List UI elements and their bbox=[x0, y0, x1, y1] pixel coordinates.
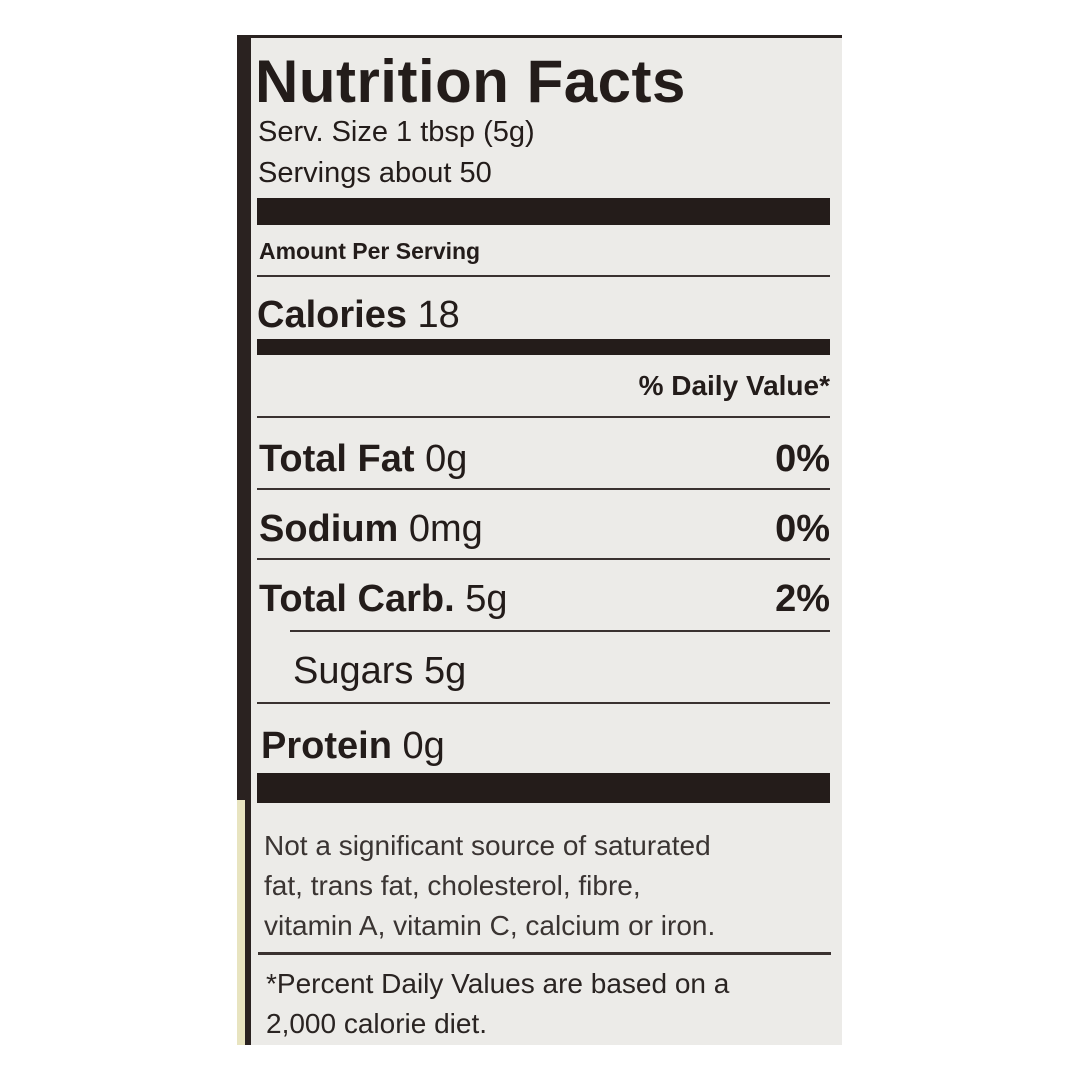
footnote-line: vitamin A, vitamin C, calcium or iron. bbox=[264, 910, 716, 941]
nutrient-name: Sugars bbox=[293, 650, 414, 692]
nutrient-amount: 0g bbox=[425, 438, 468, 480]
serving-size: Serv. Size 1 tbsp (5g) bbox=[258, 116, 535, 148]
nutrient-row-protein: Protein 0g bbox=[261, 727, 445, 765]
dv-note-line: 2,000 calorie diet. bbox=[266, 1008, 488, 1039]
nutrient-dv: 0% bbox=[775, 508, 830, 550]
nutrient-name: Total Carb. bbox=[259, 578, 455, 620]
nutrient-name: Protein bbox=[261, 725, 392, 767]
divider bbox=[257, 702, 830, 704]
divider bbox=[257, 488, 830, 490]
nutrient-name: Total Fat bbox=[259, 438, 415, 480]
divider bbox=[257, 416, 830, 418]
divider bbox=[257, 275, 830, 277]
nutrient-row-sodium: Sodium 0mg bbox=[259, 510, 483, 548]
nutrient-row-total-carb: Total Carb. 5g bbox=[259, 580, 507, 618]
dv-note-line: *Percent Daily Values are based on a bbox=[266, 968, 730, 999]
nutrient-name: Sodium bbox=[259, 508, 399, 550]
package-edge bbox=[237, 800, 245, 1045]
calories-label: Calories bbox=[257, 294, 407, 336]
thick-divider bbox=[257, 773, 830, 803]
daily-value-header: % Daily Value* bbox=[638, 370, 830, 401]
calories-row: Calories 18 bbox=[257, 296, 460, 334]
thick-divider bbox=[257, 198, 830, 225]
calories-value: 18 bbox=[417, 294, 460, 336]
servings-per-container: Servings about 50 bbox=[258, 157, 492, 189]
nutrient-amount: 5g bbox=[423, 650, 467, 692]
medium-divider bbox=[257, 339, 830, 355]
nutrient-dv: 0% bbox=[775, 438, 830, 480]
nutrient-row-sugars: Sugars 5g bbox=[293, 652, 466, 690]
amount-per-serving: Amount Per Serving bbox=[259, 238, 481, 264]
divider bbox=[258, 952, 831, 955]
label-title: Nutrition Facts bbox=[255, 48, 686, 115]
footnote-line: Not a significant source of saturated bbox=[264, 830, 711, 861]
nutrient-amount: 0mg bbox=[408, 508, 483, 550]
divider bbox=[257, 558, 830, 560]
nutrient-dv: 2% bbox=[775, 578, 830, 620]
nutrient-row-total-fat: Total Fat 0g bbox=[259, 440, 467, 478]
nutrient-amount: 5g bbox=[465, 578, 508, 620]
divider bbox=[290, 630, 830, 632]
footnote-line: fat, trans fat, cholesterol, fibre, bbox=[264, 870, 641, 901]
nutrient-amount: 0g bbox=[402, 725, 445, 767]
label-left-border bbox=[237, 35, 251, 1045]
